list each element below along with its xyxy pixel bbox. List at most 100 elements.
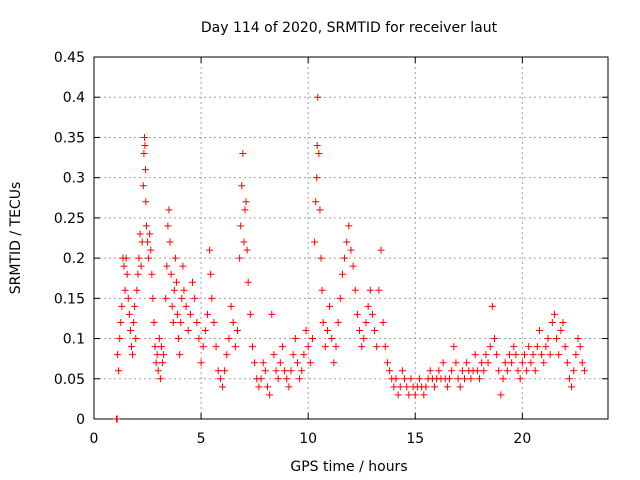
data-point (505, 351, 513, 359)
data-point (478, 359, 486, 367)
data-point (535, 327, 543, 335)
data-point (580, 367, 588, 375)
data-point (334, 318, 342, 326)
data-point (431, 383, 439, 391)
data-point (113, 415, 121, 423)
data-point (450, 343, 458, 351)
data-point (398, 367, 406, 375)
data-point (115, 367, 123, 375)
data-point (557, 327, 565, 335)
data-point (516, 375, 524, 383)
data-point (345, 222, 353, 230)
data-point (529, 351, 537, 359)
data-point (231, 343, 239, 351)
data-point (548, 318, 556, 326)
data-point (508, 359, 516, 367)
data-point (314, 93, 322, 101)
data-point (172, 278, 180, 286)
data-point (316, 206, 324, 214)
data-point (576, 343, 584, 351)
data-point (407, 375, 415, 383)
data-point (193, 318, 201, 326)
data-point (241, 206, 249, 214)
data-point (531, 367, 539, 375)
data-point (199, 343, 207, 351)
data-point (129, 351, 137, 359)
data-point (117, 318, 125, 326)
data-point (272, 367, 280, 375)
data-point (291, 335, 299, 343)
data-point (318, 286, 326, 294)
data-point (315, 150, 323, 158)
data-point (373, 343, 381, 351)
data-point (510, 343, 518, 351)
data-point (130, 318, 138, 326)
data-point (125, 310, 133, 318)
data-point (168, 302, 176, 310)
data-point (248, 343, 256, 351)
data-point (317, 254, 325, 262)
data-point (151, 343, 159, 351)
data-point (293, 359, 301, 367)
data-point (540, 359, 548, 367)
data-point (242, 198, 250, 206)
data-point (171, 254, 179, 262)
data-point (360, 335, 368, 343)
data-point (525, 343, 533, 351)
data-point (473, 367, 481, 375)
data-point (177, 318, 185, 326)
data-point (512, 351, 520, 359)
data-point (480, 367, 488, 375)
data-point (243, 246, 251, 254)
data-point (281, 367, 289, 375)
data-point (261, 367, 269, 375)
data-point (383, 359, 391, 367)
data-point (394, 391, 402, 399)
data-point (565, 375, 573, 383)
data-point (553, 335, 561, 343)
data-point (201, 327, 209, 335)
data-point (133, 286, 141, 294)
data-point (123, 270, 131, 278)
data-point (263, 383, 271, 391)
data-point (114, 351, 122, 359)
y-tick-label: 0.25 (54, 211, 85, 227)
data-point (147, 246, 155, 254)
y-tick-label: 0.1 (63, 332, 85, 348)
y-tick-label: 0.2 (63, 251, 85, 267)
data-point (179, 262, 187, 270)
data-point (426, 367, 434, 375)
data-point (420, 391, 428, 399)
data-point (278, 343, 286, 351)
data-point (476, 375, 483, 383)
data-point (149, 294, 157, 302)
y-tick-label: 0.3 (63, 171, 85, 187)
data-point (362, 318, 370, 326)
data-point (349, 262, 357, 270)
plot-frame (93, 56, 609, 420)
x-tick-label: 15 (406, 431, 424, 447)
data-point (223, 351, 231, 359)
data-point (240, 238, 248, 246)
data-point (159, 359, 167, 367)
data-point (276, 359, 284, 367)
data-point (164, 222, 172, 230)
data-point (501, 359, 509, 367)
data-points (112, 93, 588, 423)
data-point (497, 391, 505, 399)
data-point (484, 359, 492, 367)
data-point (189, 278, 197, 286)
y-tick-label: 0.4 (63, 90, 85, 106)
y-tick-label: 0.45 (54, 50, 85, 66)
data-point (544, 335, 552, 343)
chart-title: Day 114 of 2020, SRMTID for receiver lau… (201, 20, 498, 36)
data-point (561, 343, 569, 351)
data-point (176, 351, 184, 359)
data-point (186, 310, 194, 318)
data-point (523, 367, 531, 375)
data-point (268, 310, 276, 318)
data-point (160, 351, 168, 359)
data-point (458, 367, 466, 375)
data-point (146, 230, 154, 238)
